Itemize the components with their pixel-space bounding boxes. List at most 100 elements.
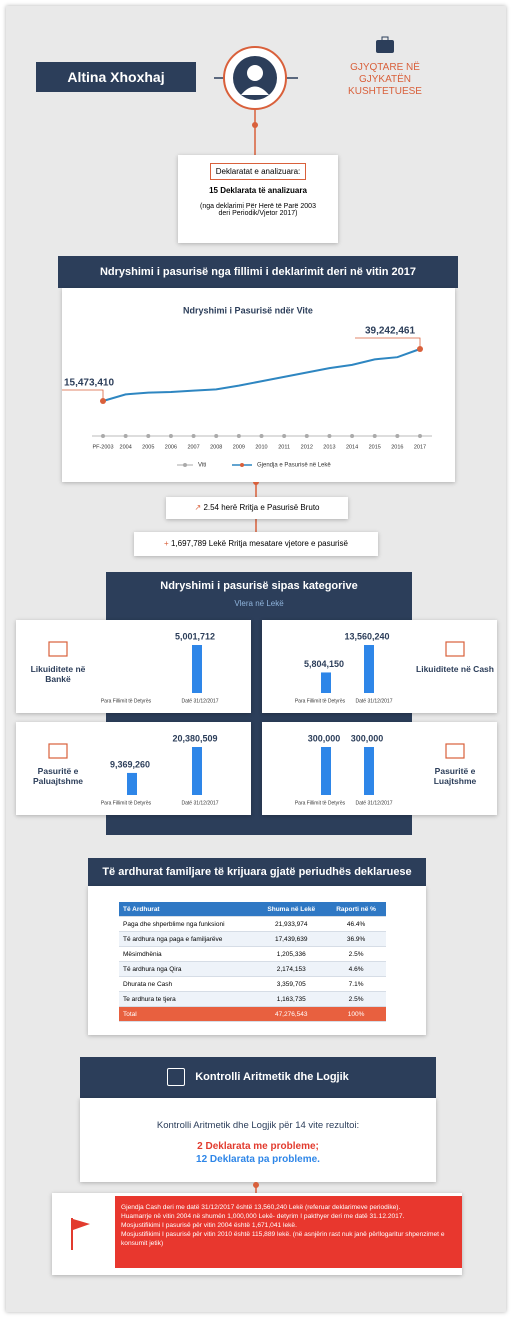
bar-chart: Para Fillimit të Detyrës 5,804,150 Datë 31… [295,631,465,704]
x-tick-label: 2012 [301,444,313,450]
table-cell: Raporti në % [326,902,386,917]
section-heading: Kontrolli Aritmetik dhe Logjik [80,1057,436,1098]
table-cell: 2.5% [326,946,386,962]
table-cell: 4.6% [326,961,386,977]
avatar-body [241,86,269,95]
value-label: 5,001,712 [175,631,215,641]
control-intro: Kontrolli Aritmetik dhe Logjik për 14 vi… [156,1120,360,1131]
category-icon [445,641,465,657]
table-cell: Të Ardhurat [119,902,257,917]
summary-box: + 1,697,789 Lekë Rritja mesatare vjetore… [134,532,378,556]
x-tick-label: Datë 31/12/2017 [356,800,393,806]
table-cell: 17,439,639 [256,931,327,947]
note-line: Mosjustifikimi I pasurisë për vitin 2004… [121,1222,297,1229]
connector-dot [252,122,258,128]
declarations-box: Deklaratat e analizuara: 15 Deklarata të… [178,155,338,243]
bar-chart: Para Fillimit të Detyrës 9,369,260 Datë 31… [48,733,219,806]
bar [321,747,331,795]
table-row: Mësimdhënia 1,205,336 2.5% [119,946,386,962]
summary-text: 2.54 herë Rritja e Pasurisë Bruto [203,503,320,512]
briefcase-icon [376,36,394,53]
category-icon [48,743,68,759]
bar [192,645,202,693]
avatar-head [247,65,263,81]
x-tick [168,434,173,438]
x-tick-label: PF-2003 [92,444,113,450]
chart-title: Ndryshimi i Pasurisë ndër Vite [183,305,313,315]
x-tick [236,434,241,438]
x-tick [259,434,264,438]
category-name: Likuiditete në Bankë [30,664,86,684]
x-tick-label: 2009 [233,444,245,450]
table-cell: Të ardhura nga paga e familjarëve [119,931,257,947]
label-leader [355,337,421,349]
x-tick-label: Datë 31/12/2017 [182,800,219,806]
x-tick-label: Para Fillimit të Detyrës [295,800,346,806]
x-tick-label: 2008 [210,444,222,450]
table-row: Të ardhura nga paga e familjarëve 17,439,… [119,931,386,947]
control-ok: 12 Deklarata pa probleme. [196,1154,320,1165]
x-tick [123,434,128,438]
role: GJYQTARE NË GJYKATËN KUSHTETUESE [348,62,422,97]
table-row: Paga dhe shperblime nga funksioni 21,933,… [119,916,386,932]
value-label: 15,473,410 [64,378,114,389]
x-tick [146,434,151,438]
bar [127,772,137,795]
table-row: Të Ardhurat Shuma në Lekë Raporti në % [119,902,386,917]
bar [364,645,374,693]
x-tick-label: 2004 [120,444,132,450]
x-tick-label: Datë 31/12/2017 [356,698,393,704]
table-cell: 3,359,705 [256,976,327,992]
x-tick [327,434,332,438]
section-subtitle: Vlera në Lekë [234,599,284,608]
bar [364,747,374,795]
value-label: 20,380,509 [172,733,217,743]
x-tick [304,434,309,438]
table-cell: Te ardhura te tjera [119,991,257,1007]
x-tick [191,434,196,438]
x-tick-label: 2014 [346,444,358,450]
x-tick-label: 2016 [391,444,403,450]
x-tick-label: Para Fillimit të Detyrës [295,698,346,704]
line-chart: Ndryshimi i Pasurisë ndër Vite PF-2003 20… [62,305,432,469]
chart-card [62,288,455,482]
summary-text: 1,697,789 Lekë Rritja mesatare vjetore e… [170,539,348,548]
x-tick-label: Para Fillimit të Detyrës [101,698,152,704]
declarations-note: (nga deklarimi Për Herë të Parë 2003 der… [200,203,316,217]
note-line: Huamarrje në vitin 2004 në shumën 1,000,… [121,1213,405,1220]
category-name: Pasuritë e Paluajtshme [32,766,84,786]
x-tick-label: Datë 31/12/2017 [182,698,219,704]
legend-label: Gjendja e Pasurisë në Lekë [257,463,331,469]
value-label: 13,560,240 [344,631,389,641]
legend-key [183,463,187,467]
category-name: Likuiditete në Cash [416,664,494,674]
legend-label: Viti [198,463,206,469]
category-panel: Para Fillimit të Detyrës Datë 31/12/2017 5… [16,620,251,713]
legend-key [240,463,244,467]
table-row: Të ardhura nga Qira 2,174,153 4.6% [119,961,386,977]
x-tick-label: 2017 [414,444,426,450]
x-tick-label: 2015 [369,444,381,450]
category-name: Pasuritë e Luajtshme [433,766,477,786]
table-cell: Paga dhe shperblime nga funksioni [119,916,257,932]
value-label: 39,242,461 [365,326,415,337]
avatar [214,46,298,155]
x-tick [372,434,377,438]
table-cell: 2.5% [326,991,386,1007]
bar [321,672,331,693]
category-icon [48,641,68,657]
flag-icon [71,1218,90,1250]
notes-box: Gjendja Cash deri me datë 31/12/2017 ësh… [115,1196,462,1268]
section-heading: Ndryshimi i pasurisë nga fillimi i dekla… [58,256,458,288]
table-cell: 1,205,336 [256,946,327,962]
income-table: Të Ardhurat Shuma në Lekë Raporti në % Paga… [119,902,386,1022]
table-cell: 47,276,543 [256,1006,327,1022]
table-cell: 46.4% [326,916,386,932]
value-label: 300,000 [308,733,341,743]
x-tick-label: 2010 [255,444,267,450]
declarations-label: Deklaratat e analizuara: [209,163,307,180]
category-panel: Para Fillimit të Detyrës 300,000 Datë 31/1… [262,722,497,815]
label-leader [62,389,104,401]
table-cell: 36.9% [326,931,386,947]
